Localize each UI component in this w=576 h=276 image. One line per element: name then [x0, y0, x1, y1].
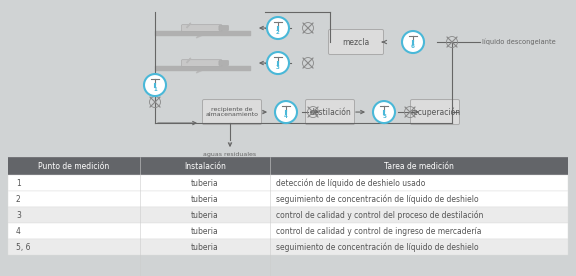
Text: 5, 6: 5, 6	[16, 243, 31, 252]
Bar	[8, 175, 568, 191]
Text: mezcla: mezcla	[342, 38, 370, 47]
Text: recuperación: recuperación	[410, 107, 460, 117]
Ellipse shape	[267, 17, 289, 39]
Polygon shape	[187, 58, 191, 63]
Text: Punto de medición: Punto de medición	[39, 162, 109, 171]
Text: Instalación: Instalación	[184, 162, 226, 171]
Text: 2: 2	[276, 30, 280, 35]
FancyBboxPatch shape	[328, 30, 384, 55]
Text: tuberia: tuberia	[191, 179, 219, 188]
Bar	[8, 191, 568, 207]
Ellipse shape	[402, 31, 424, 53]
Text: control de calidad y control del proceso de destilación: control de calidad y control del proceso…	[276, 210, 483, 220]
Text: destilación: destilación	[309, 108, 351, 116]
Polygon shape	[184, 63, 196, 69]
Ellipse shape	[144, 74, 166, 96]
Text: 6: 6	[411, 44, 415, 49]
Text: tuberia: tuberia	[191, 243, 219, 252]
Text: seguimiento de concentración de líquido de deshielo: seguimiento de concentración de líquido …	[276, 242, 479, 252]
Text: control de calidad y control de ingreso de mercadería: control de calidad y control de ingreso …	[276, 227, 482, 236]
Text: tuberia: tuberia	[191, 227, 219, 236]
FancyBboxPatch shape	[219, 60, 229, 66]
Text: 3: 3	[276, 65, 280, 70]
Text: tuberia: tuberia	[191, 195, 219, 204]
Text: 5: 5	[382, 114, 386, 119]
Text: 1: 1	[16, 179, 21, 188]
Bar	[8, 239, 568, 255]
Text: aguas residuales: aguas residuales	[203, 152, 256, 157]
Text: líquido descongelante: líquido descongelante	[482, 39, 556, 45]
FancyBboxPatch shape	[181, 25, 222, 31]
Ellipse shape	[275, 101, 297, 123]
Bar	[8, 223, 568, 239]
FancyBboxPatch shape	[305, 100, 354, 124]
Text: 4: 4	[16, 227, 21, 236]
FancyBboxPatch shape	[219, 25, 229, 31]
Bar	[8, 157, 568, 175]
Text: recipiente de
almacenamiento: recipiente de almacenamiento	[206, 107, 259, 118]
Text: 4: 4	[284, 114, 288, 119]
Ellipse shape	[373, 101, 395, 123]
Text: detección de líquido de deshielo usado: detección de líquido de deshielo usado	[276, 179, 425, 188]
Text: tuberia: tuberia	[191, 211, 219, 220]
FancyBboxPatch shape	[203, 100, 262, 124]
Polygon shape	[196, 28, 218, 38]
Text: 2: 2	[16, 195, 21, 204]
Text: 3: 3	[16, 211, 21, 220]
Bar	[8, 207, 568, 223]
Polygon shape	[187, 23, 191, 28]
Text: seguimiento de concentración de líquido de deshielo: seguimiento de concentración de líquido …	[276, 195, 479, 204]
FancyBboxPatch shape	[411, 100, 460, 124]
Polygon shape	[184, 28, 196, 34]
Polygon shape	[196, 63, 218, 73]
Text: 1: 1	[153, 87, 157, 92]
Ellipse shape	[267, 52, 289, 74]
Text: Tarea de medición: Tarea de medición	[384, 162, 454, 171]
FancyBboxPatch shape	[181, 60, 222, 66]
